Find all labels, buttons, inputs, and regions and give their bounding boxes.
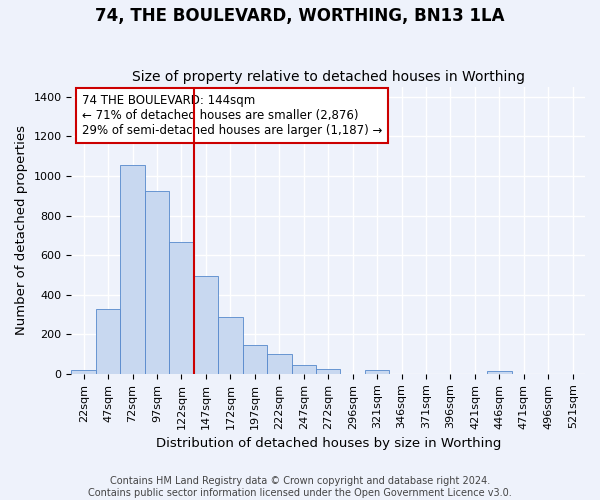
Bar [71, 370, 96, 374]
Bar [96, 309, 121, 374]
Bar [242, 344, 267, 374]
Bar [145, 192, 169, 374]
Bar [121, 165, 145, 374]
Bar [487, 371, 512, 374]
Bar [292, 366, 316, 374]
Title: Size of property relative to detached houses in Worthing: Size of property relative to detached ho… [132, 70, 525, 85]
Bar [194, 276, 218, 374]
Text: Contains HM Land Registry data © Crown copyright and database right 2024.
Contai: Contains HM Land Registry data © Crown c… [88, 476, 512, 498]
Bar [169, 242, 194, 374]
Bar [218, 318, 242, 374]
Bar [316, 370, 340, 374]
Text: 74 THE BOULEVARD: 144sqm
← 71% of detached houses are smaller (2,876)
29% of sem: 74 THE BOULEVARD: 144sqm ← 71% of detach… [82, 94, 382, 137]
Y-axis label: Number of detached properties: Number of detached properties [15, 126, 28, 336]
Text: 74, THE BOULEVARD, WORTHING, BN13 1LA: 74, THE BOULEVARD, WORTHING, BN13 1LA [95, 8, 505, 26]
Bar [267, 354, 292, 374]
Bar [365, 370, 389, 374]
X-axis label: Distribution of detached houses by size in Worthing: Distribution of detached houses by size … [155, 437, 501, 450]
